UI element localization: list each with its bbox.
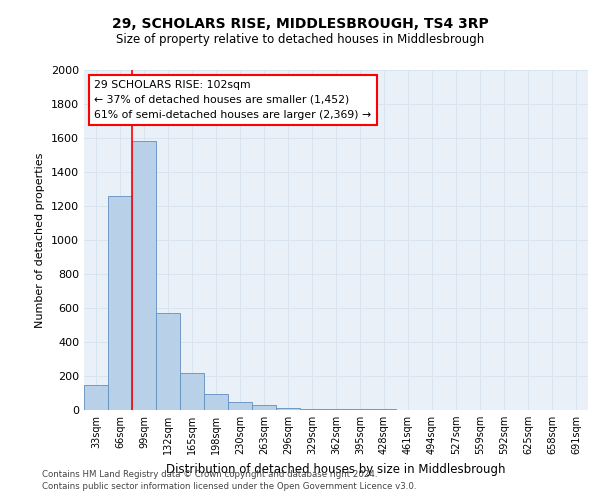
Bar: [324, 409, 348, 410]
Bar: [228, 402, 252, 410]
Text: Contains HM Land Registry data © Crown copyright and database right 2024.: Contains HM Land Registry data © Crown c…: [42, 470, 377, 479]
Bar: [156, 313, 180, 410]
Bar: [180, 374, 204, 410]
X-axis label: Distribution of detached houses by size in Middlesbrough: Distribution of detached houses by size …: [166, 462, 506, 475]
Y-axis label: Number of detached properties: Number of detached properties: [35, 152, 46, 328]
Bar: [108, 196, 132, 410]
Bar: [84, 384, 108, 410]
Bar: [204, 394, 228, 410]
Bar: [252, 405, 276, 410]
Bar: [300, 408, 324, 410]
Text: Contains public sector information licensed under the Open Government Licence v3: Contains public sector information licen…: [42, 482, 416, 491]
Bar: [132, 142, 156, 410]
Text: 29, SCHOLARS RISE, MIDDLESBROUGH, TS4 3RP: 29, SCHOLARS RISE, MIDDLESBROUGH, TS4 3R…: [112, 18, 488, 32]
Bar: [276, 408, 300, 410]
Text: Size of property relative to detached houses in Middlesbrough: Size of property relative to detached ho…: [116, 32, 484, 46]
Text: 29 SCHOLARS RISE: 102sqm
← 37% of detached houses are smaller (1,452)
61% of sem: 29 SCHOLARS RISE: 102sqm ← 37% of detach…: [94, 80, 371, 120]
